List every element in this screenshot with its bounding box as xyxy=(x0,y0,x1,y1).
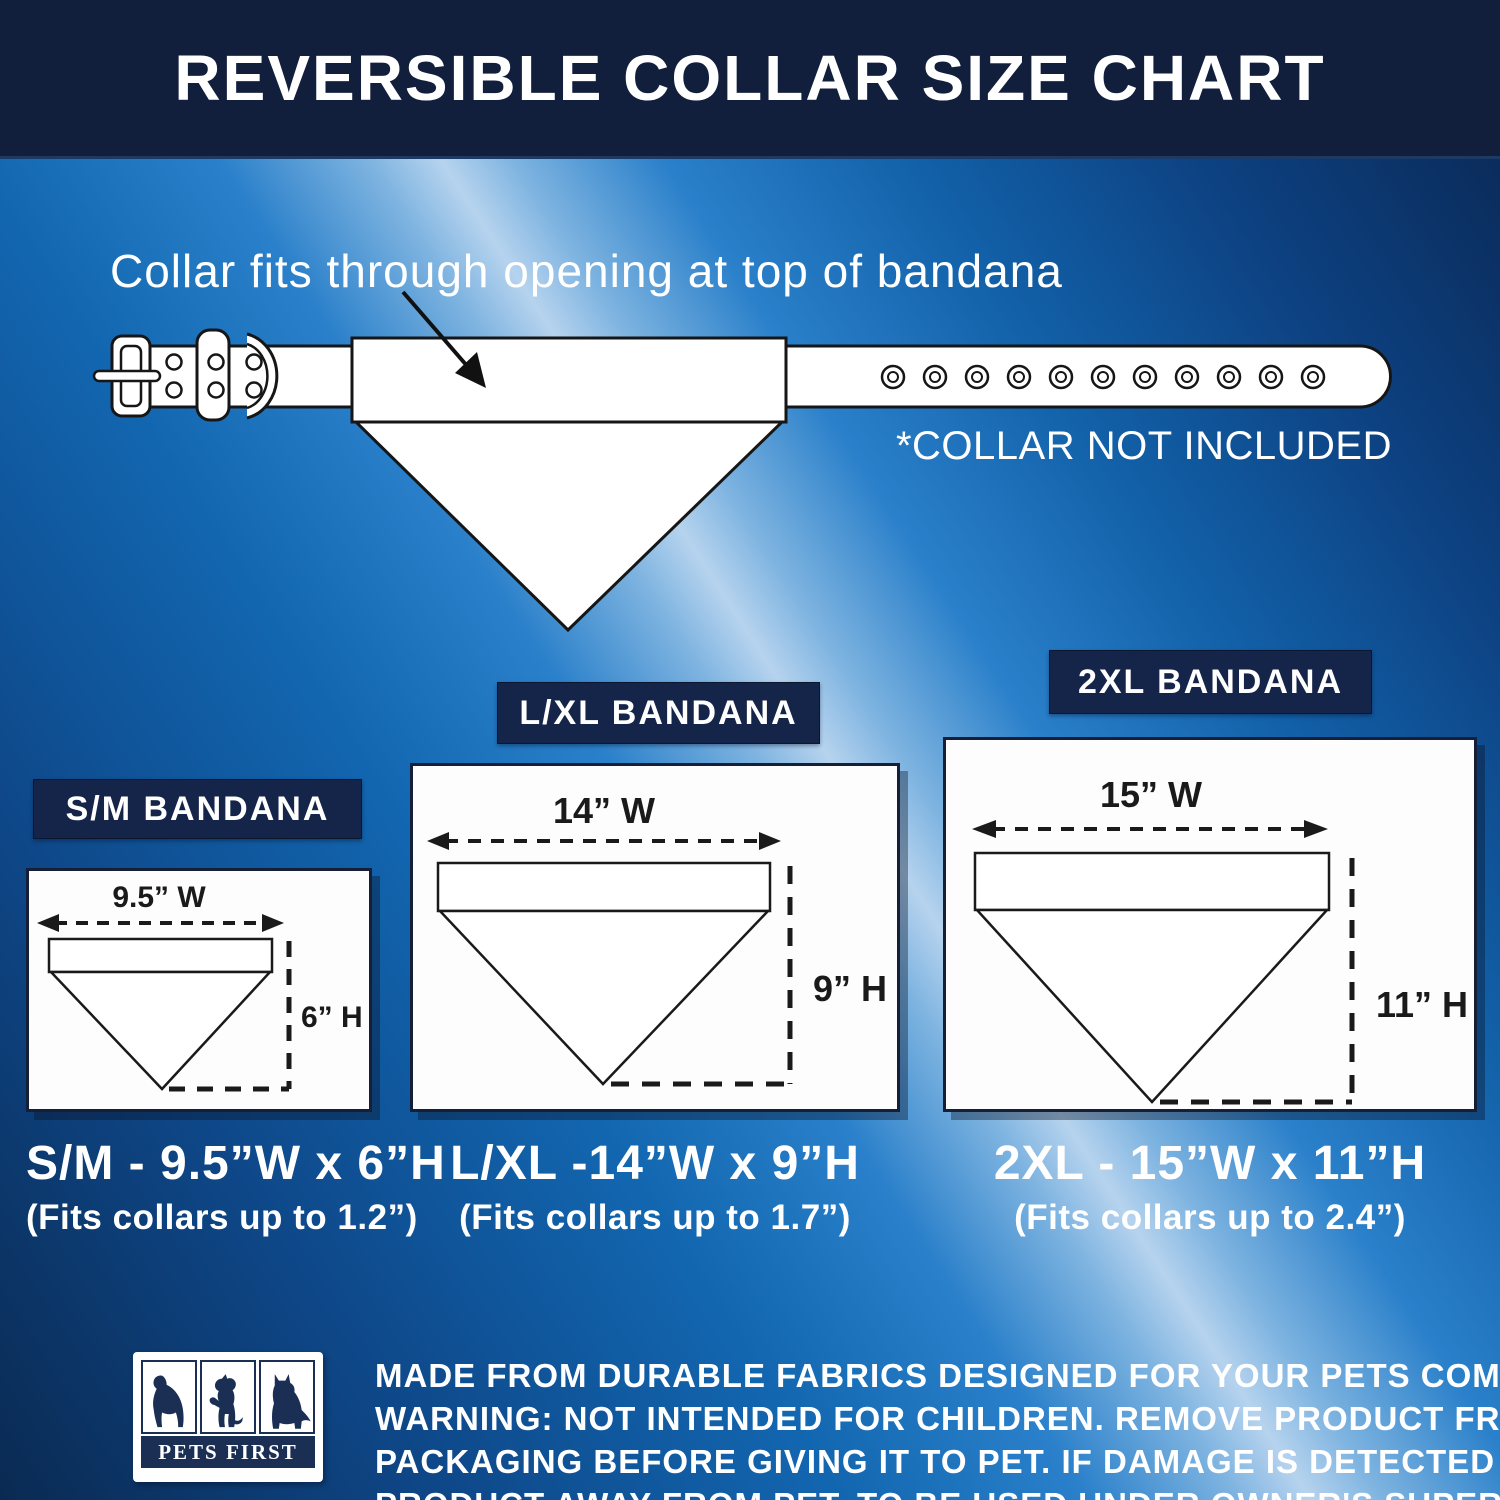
dog-silhouette-2 xyxy=(200,1360,256,1434)
size-fits-2xl: (Fits collars up to 2.4”) xyxy=(1014,1198,1406,1237)
warning-line-1: MADE FROM DURABLE FABRICS DESIGNED FOR Y… xyxy=(375,1357,1500,1394)
size-label-lxl-text: L/XL BANDANA xyxy=(519,693,798,732)
size-diagram-lxl xyxy=(427,832,793,1087)
warning-line-2: WARNING: NOT INTENDED FOR CHILDREN. REMO… xyxy=(375,1400,1500,1437)
logo-dog-panels xyxy=(141,1360,315,1434)
size-dims-lxl: L/XL -14”W x 9”H xyxy=(450,1137,860,1190)
size-diagram-2xl xyxy=(972,820,1355,1105)
size-label-2xl: 2XL BANDANA xyxy=(1049,650,1372,714)
dog-silhouette-1 xyxy=(141,1360,197,1434)
collar-eyelets xyxy=(880,364,1326,390)
width-label-2xl: 15” W xyxy=(1099,774,1203,815)
height-label-sm: 6” H xyxy=(301,1001,363,1034)
size-fits-sm: (Fits collars up to 1.2”) xyxy=(26,1198,418,1237)
size-diagram-sm xyxy=(37,914,292,1092)
height-guide xyxy=(1160,858,1355,1105)
warning-line-3: PACKAGING BEFORE GIVING IT TO PET. IF DA… xyxy=(375,1443,1500,1480)
size-fits-lxl: (Fits collars up to 1.7”) xyxy=(459,1198,851,1237)
height-guide xyxy=(611,866,793,1087)
height-label-2xl: 11” H xyxy=(1376,984,1469,1025)
size-label-lxl: L/XL BANDANA xyxy=(497,682,820,744)
collar-note: *COLLAR NOT INCLUDED xyxy=(895,424,1392,468)
size-label-sm: S/M BANDANA xyxy=(33,779,362,839)
collar-buckle xyxy=(92,328,279,422)
width-label-lxl: 14” W xyxy=(552,790,656,831)
bandana-shape xyxy=(973,851,1331,1104)
size-label-2xl-text: 2XL BANDANA xyxy=(1077,662,1344,701)
logo-wordmark-bar: PETS FIRST xyxy=(141,1436,315,1468)
size-panel-lxl: 14” W 9” H xyxy=(410,763,900,1112)
size-panel-2xl: 15” W 11” H xyxy=(943,737,1477,1112)
size-dims-sm: S/M - 9.5”W x 6”H xyxy=(26,1137,446,1190)
dog-silhouette-3 xyxy=(259,1360,315,1434)
warning-text: MADE FROM DURABLE FABRICS DESIGNED FOR Y… xyxy=(375,1354,1500,1500)
bandana-shape xyxy=(436,861,772,1086)
bandana-triangle xyxy=(352,420,786,633)
pointer-arrow-icon xyxy=(401,290,486,388)
bandana-shape xyxy=(47,937,274,1091)
pets-first-logo: PETS FIRST xyxy=(133,1352,323,1482)
collar-caption: Collar fits through opening at top of ba… xyxy=(110,245,1063,297)
buckle-holes xyxy=(165,353,263,399)
size-label-sm-text: S/M BANDANA xyxy=(65,789,330,828)
height-guide xyxy=(169,941,292,1092)
width-label-sm: 9.5” W xyxy=(112,881,206,914)
page-title: REVERSIBLE COLLAR SIZE CHART xyxy=(174,42,1326,114)
brand-name: PETS FIRST xyxy=(158,1439,298,1464)
warning-line-4: PRODUCT AWAY FROM PET. TO BE USED UNDER … xyxy=(375,1483,1500,1500)
header-band: REVERSIBLE COLLAR SIZE CHART xyxy=(0,0,1500,159)
bandana-sleeve xyxy=(350,336,788,424)
height-label-lxl: 9” H xyxy=(813,968,888,1009)
size-panel-sm: 9.5” W 6” H xyxy=(26,868,372,1112)
collar-illustration xyxy=(92,290,1392,633)
size-dims-2xl: 2XL - 15”W x 11”H xyxy=(993,1137,1427,1190)
